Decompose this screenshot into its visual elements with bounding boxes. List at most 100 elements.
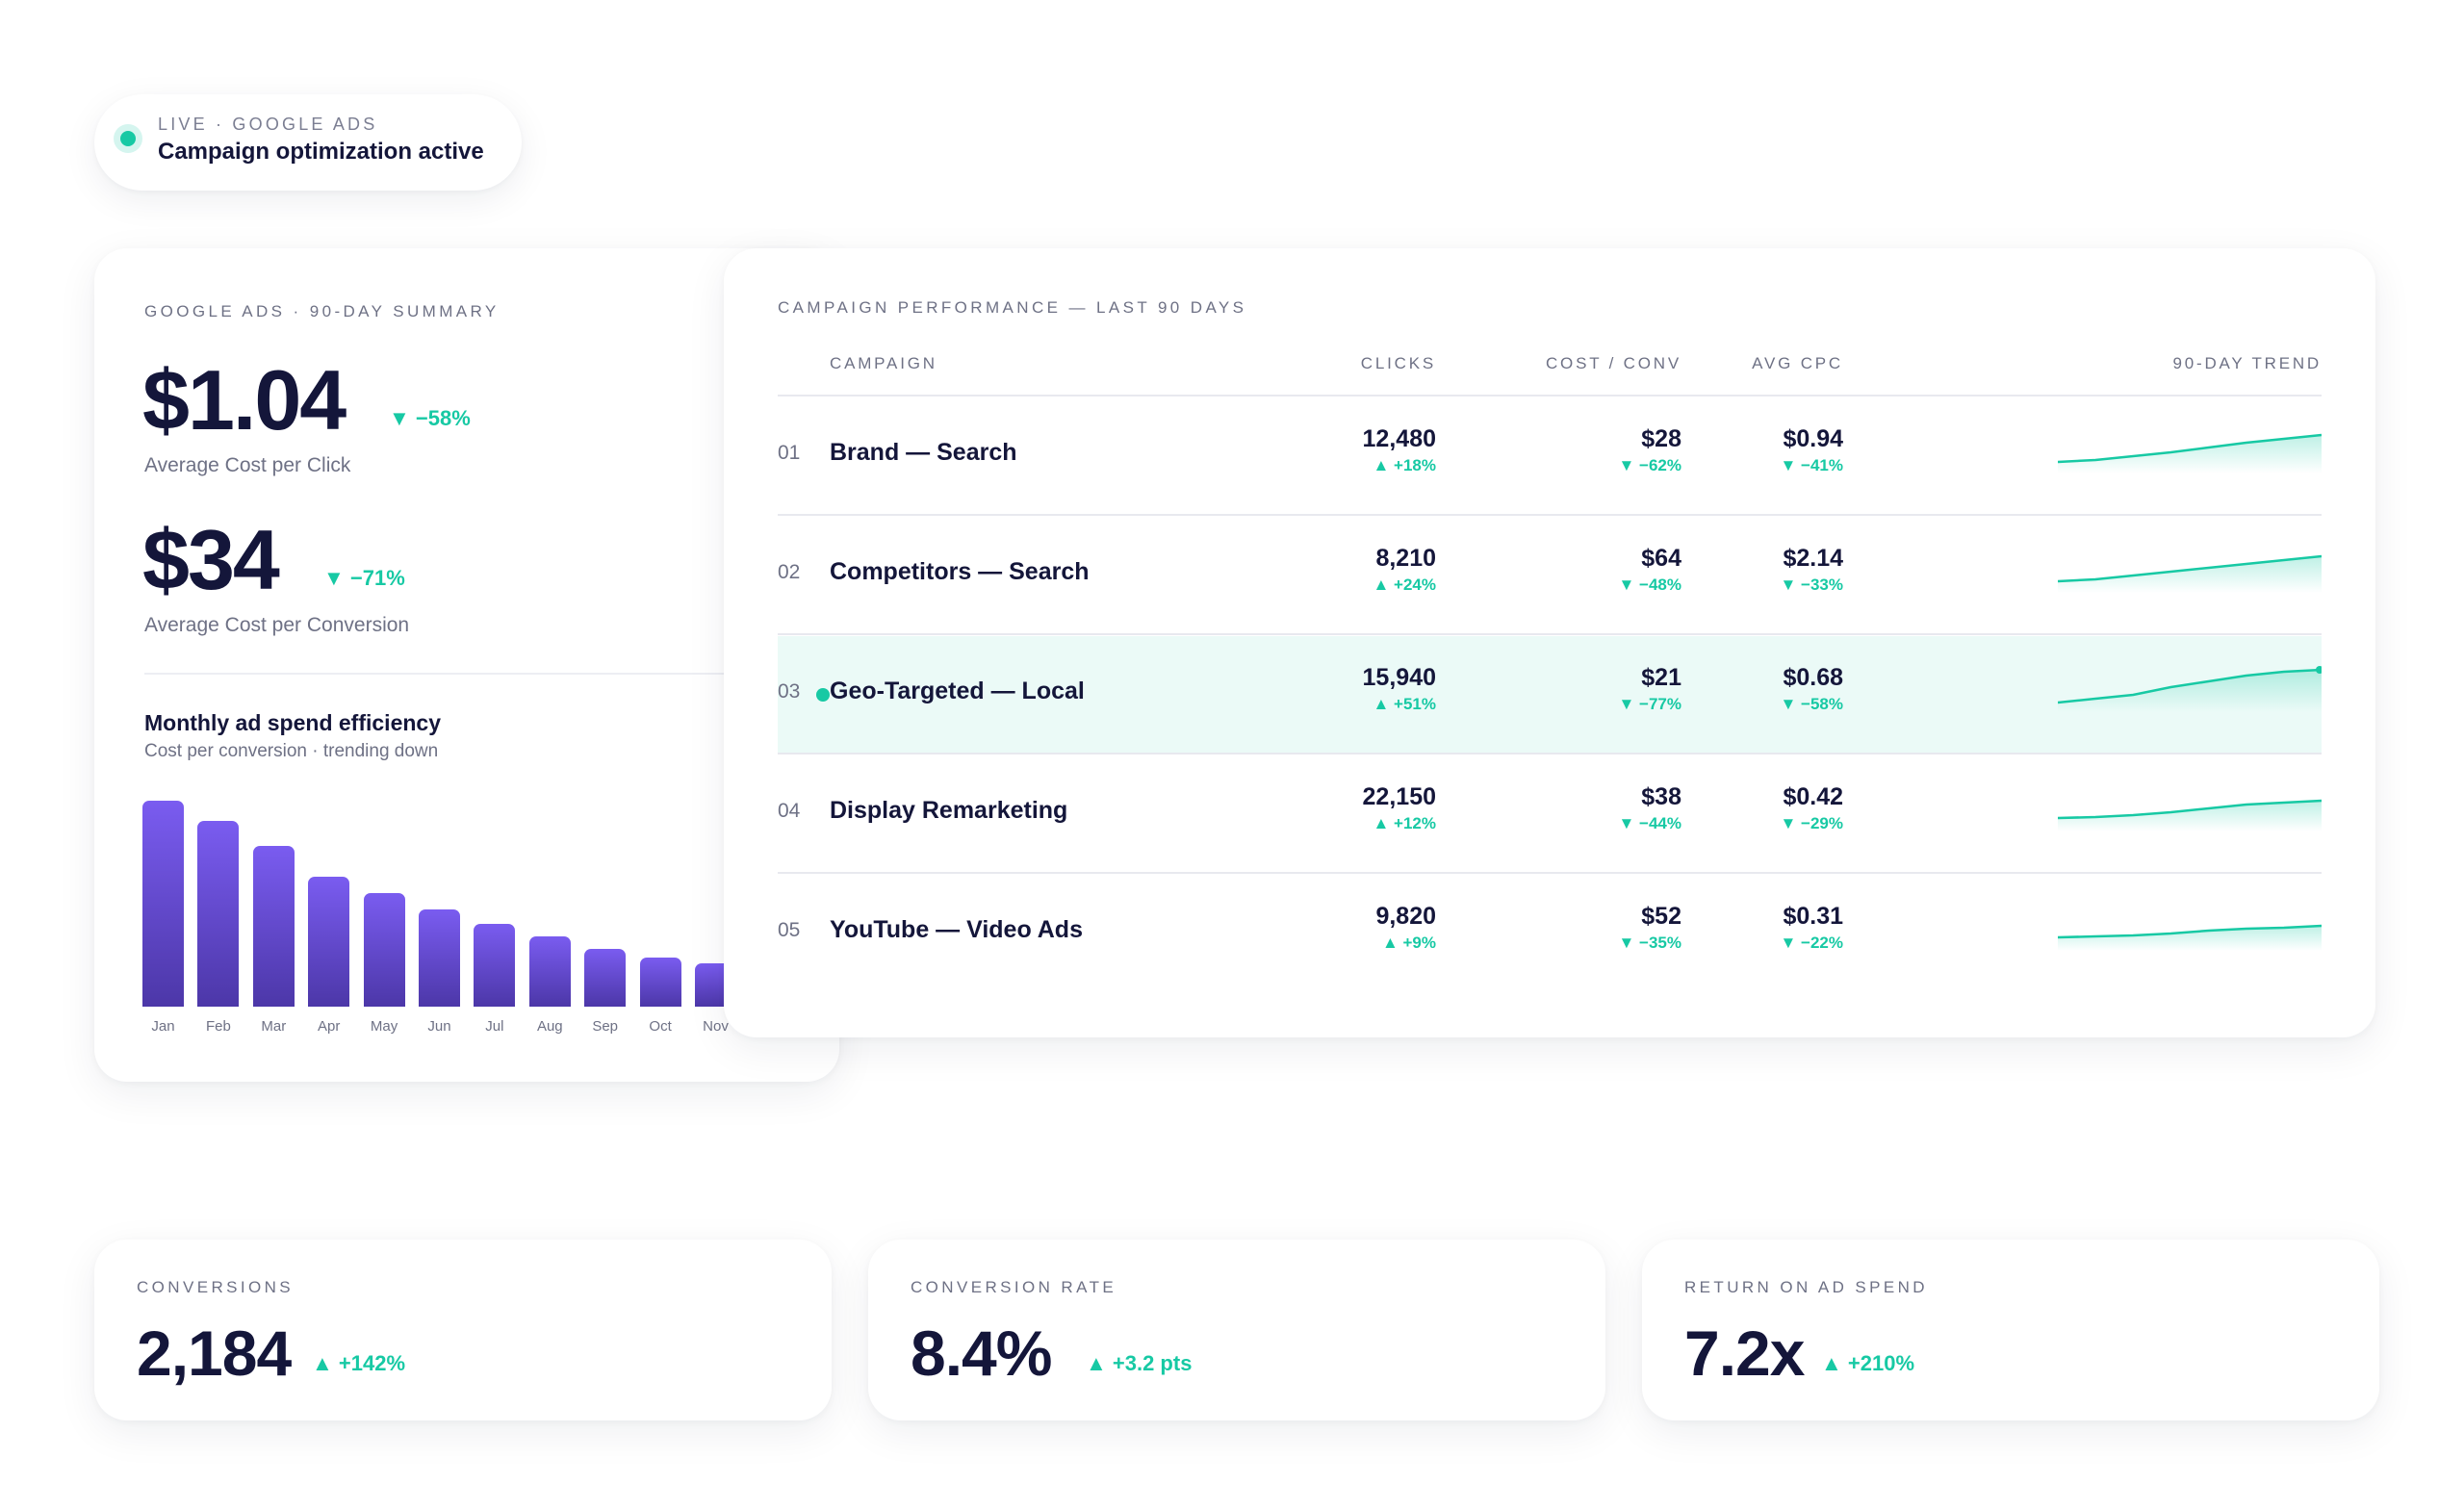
chart-subtitle: Cost per conversion · trending down [144,741,439,761]
cpa-delta: ▼ −71% [323,566,405,590]
chart-bar-mar [252,846,295,1007]
cost-per-conv-delta: ▼ −62% [1618,456,1681,474]
cost-per-conv-delta: ▼ −44% [1618,814,1681,832]
bar-chart [142,801,797,1007]
cpc-value: $1.04 [142,352,346,448]
clicks-value: 9,820 [1375,903,1436,930]
cost-per-conv-value: $21 [1641,664,1681,691]
avg-cpc-value: $0.68 [1783,664,1843,691]
trend-line [2058,433,2322,464]
x-tick-label: Jan [151,1018,175,1035]
trend-sparkline [2058,799,2322,831]
row-divider [778,514,2322,516]
trend-area [2058,556,2322,593]
kpi-card-conversion-rate: CONVERSION RATE 8.4% ▲ +3.2 pts [868,1240,1605,1420]
kpi-label: RETURN ON AD SPEND [1684,1278,1928,1296]
x-tick-label: Apr [318,1018,341,1035]
column-header-avg-cpc[interactable]: AVG CPC [1752,354,1843,372]
trend-sparkline [2058,433,2322,473]
trend-area [2058,926,2322,951]
cpa-value: $34 [142,512,280,607]
trend-line [2058,554,2322,583]
campaign-name: Display Remarketing [830,797,1068,824]
x-tick-label: Oct [649,1018,672,1035]
chart-bar-may [363,893,405,1007]
summary-card: GOOGLE ADS · 90-DAY SUMMARY $1.04 ▼ −58%… [94,248,839,1082]
x-tick-label: Sep [592,1018,619,1035]
cpc-delta: ▼ −58% [389,406,471,430]
campaign-name: YouTube — Video Ads [830,916,1083,943]
kpi-label: CONVERSION RATE [911,1278,1117,1296]
cost-per-conv-delta: ▼ −35% [1618,934,1681,952]
x-tick-label: Aug [536,1018,563,1035]
cost-per-conv-value: $64 [1641,545,1681,572]
chart-bar-oct [639,957,681,1007]
trend-line [2058,668,2322,704]
chart-title: Monthly ad spend efficiency [144,710,441,735]
status-kicker: LIVE · GOOGLE ADS [158,115,378,134]
row-divider [778,633,2322,635]
trend-sparkline [2058,924,2322,951]
chart-bar-sep [584,949,627,1007]
row-number: 04 [778,800,801,822]
x-tick-label: Jul [485,1018,504,1035]
avg-cpc-delta: ▼ −22% [1780,934,1843,952]
avg-cpc-value: $0.31 [1783,903,1843,930]
cost-per-conv-value: $28 [1641,425,1681,452]
cpa-label: Average Cost per Conversion [144,614,410,636]
trend-endpoint [2316,666,2322,674]
status-pill [94,94,522,191]
trend-sparkline [2058,666,2322,712]
table-divider [778,395,2322,396]
chart-bar-jan [142,801,184,1007]
cost-per-conv-delta: ▼ −48% [1618,575,1681,594]
chart-bar-feb [197,821,240,1007]
cost-per-conv-value: $38 [1641,783,1681,810]
avg-cpc-value: $0.94 [1783,425,1843,452]
kpi-label: CONVERSIONS [137,1278,295,1296]
cost-per-conv-value: $52 [1641,903,1681,930]
chart-bar-jul [474,924,516,1007]
chart-bar-apr [308,877,350,1007]
row-divider [778,753,2322,754]
kpi-delta: ▲ +210% [1821,1351,1915,1375]
row-number: 02 [778,561,801,583]
trend-sparkline [2058,554,2322,593]
x-tick-label: Nov [703,1018,729,1035]
campaign-name: Competitors — Search [830,558,1090,585]
trend-area [2058,670,2322,712]
summary-divider [144,673,791,675]
row-number: 01 [778,442,801,464]
trend-line [2058,924,2322,939]
kpi-value: 8.4% [911,1317,1052,1389]
status-title: Campaign optimization active [158,139,484,165]
column-header-trend[interactable]: 90-DAY TREND [2172,354,2322,372]
avg-cpc-delta: ▼ −33% [1780,575,1843,594]
performance-kicker: CAMPAIGN PERFORMANCE — LAST 90 DAYS [778,298,1247,317]
trend-area [2058,801,2322,831]
highlighted-row-background [778,636,2322,753]
x-tick-label: Jun [427,1018,451,1035]
column-header-cost-per-conv[interactable]: COST / CONV [1545,354,1681,372]
clicks-delta: ▲ +18% [1373,456,1436,474]
kpi-delta: ▲ +142% [312,1351,406,1375]
kpi-card-roas: RETURN ON AD SPEND 7.2x ▲ +210% [1642,1240,2379,1420]
kpi-card-conversions: CONVERSIONS 2,184 ▲ +142% [94,1240,832,1420]
column-header-clicks[interactable]: CLICKS [1360,354,1436,372]
clicks-delta: ▲ +51% [1373,695,1436,713]
cost-per-conv-delta: ▼ −77% [1618,695,1681,713]
kpi-value: 2,184 [137,1317,292,1389]
kpi-delta: ▲ +3.2 pts [1086,1351,1193,1375]
campaign-name: Brand — Search [830,439,1017,466]
clicks-delta: ▲ +12% [1373,814,1436,832]
column-header-campaign[interactable]: CAMPAIGN [830,354,937,372]
row-divider [778,872,2322,874]
clicks-value: 12,480 [1362,425,1436,452]
highlight-marker-icon [816,688,830,702]
clicks-value: 22,150 [1362,783,1436,810]
avg-cpc-delta: ▼ −41% [1780,456,1843,474]
avg-cpc-delta: ▼ −58% [1780,695,1843,713]
avg-cpc-delta: ▼ −29% [1780,814,1843,832]
campaign-name: Geo-Targeted — Local [830,678,1085,704]
clicks-value: 8,210 [1375,545,1436,572]
